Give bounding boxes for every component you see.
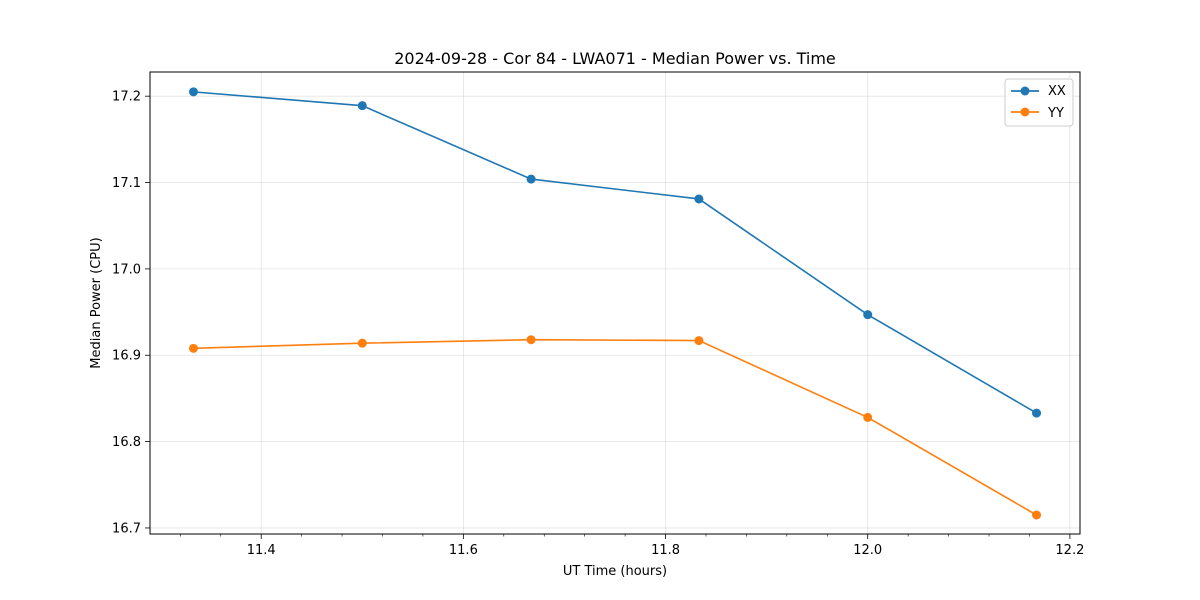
y-tick-label: 17.1 — [112, 176, 141, 191]
y-tick-label: 17.2 — [112, 90, 141, 105]
data-point-xx — [188, 87, 198, 97]
x-axis: 11.4 11.6 11.8 12.0 12.2 — [180, 534, 1084, 558]
data-point-yy — [694, 336, 704, 346]
plot-frame — [149, 71, 1081, 535]
y-tick-label: 16.9 — [112, 349, 141, 364]
series-line-xx — [193, 91, 1037, 414]
data-point-xx — [1032, 408, 1042, 418]
data-point-yy — [1032, 510, 1042, 520]
legend-label-yy: YY — [1047, 106, 1064, 121]
x-tick-label: 11.8 — [651, 543, 680, 558]
x-tick-label: 12.2 — [1055, 543, 1084, 558]
y-tick-label: 16.7 — [112, 521, 141, 536]
data-point-xx — [526, 174, 536, 184]
x-tick-label: 12.0 — [853, 543, 882, 558]
x-tick-label: 11.6 — [449, 543, 478, 558]
y-tick-label: 16.8 — [112, 435, 141, 450]
x-axis-label: UT Time (hours) — [563, 564, 667, 579]
data-point-yy — [863, 412, 873, 422]
series-layer — [188, 87, 1042, 520]
y-tick-label: 17.0 — [112, 262, 141, 277]
data-point-xx — [694, 194, 704, 204]
series-line-yy — [193, 338, 1037, 516]
data-point-yy — [188, 343, 198, 353]
chart-title: 2024-09-28 - Cor 84 - LWA071 - Median Po… — [394, 49, 836, 68]
legend-marker-xx — [1020, 86, 1030, 96]
legend-label-xx: XX — [1048, 84, 1066, 99]
data-point-yy — [357, 338, 367, 348]
x-tick-label: 11.4 — [247, 543, 276, 558]
grid — [150, 72, 1080, 534]
y-axis: 16.7 16.8 16.9 17.0 17.1 17.2 — [112, 90, 150, 536]
data-point-xx — [863, 310, 873, 320]
y-axis-label: Median Power (CPU) — [89, 237, 104, 368]
legend: XX YY — [1004, 78, 1074, 127]
data-point-xx — [357, 101, 367, 111]
legend-marker-yy — [1020, 107, 1030, 117]
data-point-yy — [526, 335, 536, 345]
